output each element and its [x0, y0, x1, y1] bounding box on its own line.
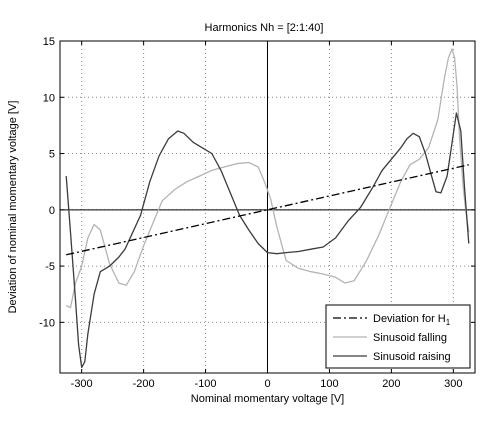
x-tick-label: 200	[382, 378, 400, 390]
x-tick-label: -100	[195, 378, 217, 390]
y-tick-label: 0	[49, 205, 55, 217]
series-line-0	[66, 164, 469, 256]
series-group	[65, 48, 470, 369]
x-tick-label: -300	[71, 378, 93, 390]
series-line-1	[65, 48, 470, 309]
x-tick-label: -200	[133, 378, 155, 390]
y-tick-label: 5	[49, 149, 55, 161]
legend-label-1: Sinusoid falling	[373, 332, 447, 344]
y-tick-label: -5	[45, 261, 55, 273]
x-tick-label: 0	[264, 378, 270, 390]
y-tick-label: 15	[43, 36, 55, 48]
ticks: -300 -200 -100 0 100 200 300 -10 -5 0 5 10 15	[39, 36, 475, 390]
chart-title: Harmonics Nh = [2:1:40]	[205, 22, 324, 34]
y-tick-label: 10	[43, 92, 55, 104]
legend-label-0: Deviation for H1	[373, 313, 451, 327]
x-tick-label: 300	[444, 378, 462, 390]
x-tick-label: 100	[320, 378, 338, 390]
zero-lines	[60, 41, 475, 373]
x-axis-label: Nominal momentary voltage [V]	[191, 393, 344, 405]
y-tick-label: -10	[39, 317, 55, 329]
y-axis-label: Deviation of nominal momentary voltage […	[7, 101, 19, 314]
legend-label-subscript: 1	[446, 318, 451, 327]
series-line-2	[65, 112, 470, 369]
legend: Deviation for H1 Sinusoid falling Sinusoid…	[325, 304, 471, 369]
legend-label-2: Sinusoid raising	[373, 351, 451, 363]
